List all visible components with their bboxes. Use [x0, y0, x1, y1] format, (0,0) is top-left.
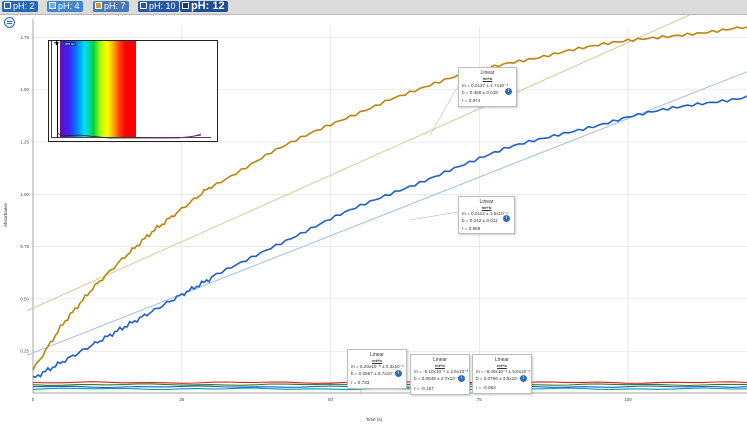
- tab-ph-10[interactable]: pH: 10: [138, 1, 179, 12]
- fit-title: Linear: [480, 70, 495, 76]
- fit-intercept: b = 0.0649 ± 2.7x10⁻⁴: [414, 376, 460, 381]
- linear-fit-box[interactable]: Linear mt+b m = 0.0127 ± 2.7x10⁻⁴ b = 0.…: [458, 67, 517, 107]
- tab-ph-12[interactable]: pH: 12: [180, 1, 228, 12]
- x-axis: 0 25 50 75 100: [32, 392, 747, 402]
- fit-slope: m = -5.10x10⁻⁶ ± 2.6x10⁻⁵: [414, 369, 469, 374]
- fit-correlation: r = 0.733: [351, 380, 370, 385]
- fit-intercept: b = 0.0796 ± 3.5x10⁻⁴: [476, 376, 522, 381]
- info-icon[interactable]: i: [395, 370, 402, 377]
- color-spectrum: [60, 41, 136, 137]
- fit-title: Linear: [433, 357, 447, 363]
- fit-title: Linear: [479, 199, 494, 205]
- fit-equation: mt+b: [435, 363, 445, 368]
- tab-ph-2[interactable]: pH: 2: [2, 1, 38, 12]
- inset-y-axis: [51, 41, 52, 137]
- tab-label: pH: 7: [104, 1, 126, 11]
- y-tick-label: 0.25: [20, 349, 29, 354]
- fit-correlation: r = -0.167: [414, 386, 434, 391]
- tab-label: pH: 10: [149, 1, 176, 11]
- series-line: [32, 95, 747, 379]
- y-axis-label: Absorbance: [3, 203, 8, 228]
- swatch-icon: [4, 2, 11, 9]
- fit-intercept: b = 0.242 ± 0.011: [462, 218, 498, 223]
- linear-fit-line: [26, 71, 747, 356]
- swatch-icon: [182, 2, 189, 9]
- y-tick-label: 1.50: [20, 87, 29, 92]
- linear-fit-box[interactable]: Linear mt+b m = -5.10x10⁻⁶ ± 2.6x10⁻⁵ b …: [410, 354, 470, 395]
- inset-x-axis: [51, 137, 211, 138]
- info-icon[interactable]: i: [520, 375, 527, 382]
- linear-fit-line: [26, 15, 691, 312]
- fit-slope: m = 0.0127 ± 2.7x10⁻⁴: [462, 83, 509, 88]
- x-tick-label: 50: [328, 397, 334, 402]
- y-tick-label: 1.75: [20, 35, 29, 40]
- linear-fit-box[interactable]: Linear mt+b m = 0.0112 ± 1.5x10⁻⁴ b = 0.…: [458, 196, 515, 234]
- graph-options-icon[interactable]: [4, 17, 15, 28]
- info-icon[interactable]: i: [503, 215, 510, 222]
- fit-correlation: r = 0.974: [462, 98, 481, 103]
- swatch-icon: [140, 2, 147, 9]
- fit-equation: mt+b: [482, 76, 493, 81]
- fit-lines: [26, 15, 747, 356]
- info-icon[interactable]: i: [505, 88, 512, 95]
- fit-equation: mt+b: [372, 358, 382, 363]
- series-line: [32, 26, 747, 371]
- linear-fit-box[interactable]: Linear mt+b m = 6.20x10⁻⁶ ± 0.3x10⁻⁵ b =…: [347, 349, 407, 389]
- tab-ph-7[interactable]: pH: 7: [93, 1, 129, 12]
- tab-label: pH: 4: [58, 1, 80, 11]
- x-tick-label: 25: [179, 397, 185, 402]
- crosshair-icon: ✚: [54, 41, 60, 47]
- inset-trace: [56, 132, 202, 139]
- annotation-connector: [429, 85, 459, 136]
- fit-equation: mt+b: [481, 205, 492, 210]
- x-tick-label: 100: [624, 397, 632, 402]
- fit-correlation: r = -0.062: [476, 385, 496, 390]
- annotation-connector: [409, 211, 459, 221]
- fit-intercept: b = 0.456 ± 0.018: [462, 90, 498, 95]
- fit-slope: m = 0.0112 ± 1.5x10⁻⁴: [462, 211, 509, 216]
- fit-equation: mt+b: [497, 363, 507, 368]
- swatch-icon: [49, 2, 56, 9]
- fit-title: Linear: [370, 352, 384, 358]
- fit-intercept: b = 0.0967 ± 9.7x10⁻⁴: [351, 371, 397, 376]
- cursor-label: 375 nm: [64, 42, 77, 46]
- x-tick-label: 75: [477, 397, 483, 402]
- fit-slope: m = 6.20x10⁻⁶ ± 0.3x10⁻⁵: [351, 364, 404, 369]
- fit-slope: m = -8.40x10⁻⁶ ± 5.6x10⁻⁶: [476, 369, 531, 374]
- info-icon[interactable]: i: [458, 375, 465, 382]
- tab-label: pH: 2: [13, 1, 35, 11]
- y-tick-label: 1.25: [20, 140, 29, 145]
- spectrum-inset[interactable]: ✚ 375 nm: [48, 40, 218, 142]
- y-axis: 1.75 1.50 1.25 1.00 0.75 0.50 0.25: [20, 19, 34, 393]
- tab-ph-4[interactable]: pH: 4: [47, 1, 83, 12]
- x-axis-label: Time (s): [366, 417, 383, 422]
- dataset-tab-bar: pH: 2 pH: 4 pH: 7 pH: 10 pH: 12: [0, 0, 747, 15]
- tab-label: pH: 12: [191, 0, 225, 12]
- y-tick-label: 0.50: [20, 296, 29, 301]
- fit-correlation: r = 0.989: [462, 226, 481, 231]
- y-tick-label: 1.00: [20, 192, 29, 197]
- wavelength-cursor[interactable]: [57, 42, 58, 138]
- fit-title: Linear: [495, 357, 509, 363]
- linear-fit-box[interactable]: Linear mt+b m = -8.40x10⁻⁶ ± 5.6x10⁻⁶ b …: [472, 354, 532, 394]
- swatch-icon: [95, 2, 102, 9]
- x-tick-label: 0: [32, 397, 35, 402]
- y-tick-label: 0.75: [20, 244, 29, 249]
